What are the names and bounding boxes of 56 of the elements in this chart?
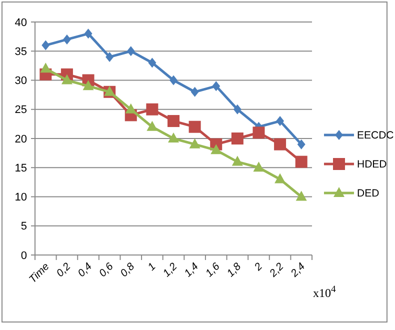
y-tick-label: 40 bbox=[14, 16, 27, 29]
x-tick-label: 1,2 bbox=[160, 260, 180, 280]
point bbox=[146, 103, 158, 116]
point bbox=[40, 62, 52, 73]
point bbox=[168, 132, 179, 142]
point bbox=[106, 52, 114, 62]
point bbox=[125, 103, 136, 114]
point bbox=[42, 40, 50, 50]
legend-label: DED bbox=[357, 188, 380, 200]
point bbox=[295, 156, 308, 168]
point bbox=[170, 75, 178, 86]
y-tick-label: 10 bbox=[14, 192, 27, 204]
point bbox=[212, 81, 220, 92]
x-tick-label: 0,8 bbox=[118, 260, 138, 280]
y-tick-label: 5 bbox=[20, 220, 27, 233]
y-tick-label: 20 bbox=[14, 133, 27, 146]
x-tick-label: 2,4 bbox=[288, 260, 308, 280]
y-tick-label: 25 bbox=[14, 104, 27, 116]
point bbox=[296, 190, 307, 201]
point bbox=[126, 46, 135, 56]
y-tick-label: 15 bbox=[14, 162, 27, 174]
point bbox=[84, 28, 92, 39]
legend-label: EECDC bbox=[357, 130, 394, 142]
point bbox=[146, 120, 158, 131]
y-tick-label: 0 bbox=[20, 250, 27, 262]
point bbox=[188, 120, 201, 133]
point bbox=[62, 34, 71, 44]
point bbox=[210, 144, 222, 154]
point bbox=[231, 132, 244, 144]
point bbox=[274, 173, 286, 184]
point bbox=[232, 156, 243, 166]
point bbox=[297, 139, 306, 150]
point bbox=[233, 104, 242, 114]
point bbox=[252, 126, 265, 139]
legend-label: HDED bbox=[357, 158, 388, 171]
x-tick-label: 1,6 bbox=[203, 260, 222, 280]
x-tick-label: 1 bbox=[146, 260, 158, 274]
point bbox=[61, 74, 72, 84]
y-tick-label: 30 bbox=[14, 75, 27, 88]
x-tick-label: 0,4 bbox=[76, 260, 94, 280]
point bbox=[148, 58, 156, 68]
x-tick-label: 1,8 bbox=[224, 260, 244, 280]
point bbox=[168, 115, 180, 128]
point bbox=[190, 86, 199, 97]
point bbox=[189, 138, 200, 148]
x-tick-label: 2,2 bbox=[266, 260, 286, 280]
x-tick-label: 0,6 bbox=[96, 260, 116, 280]
y-tick-label: 35 bbox=[14, 46, 27, 58]
x-tick-label: 2 bbox=[252, 260, 265, 274]
point bbox=[253, 162, 264, 172]
point bbox=[82, 80, 94, 90]
x-tick-label: 0,2 bbox=[54, 260, 74, 280]
x-tick-label: 1,4 bbox=[182, 260, 202, 280]
text: x10$^{4}$ bbox=[313, 284, 336, 300]
point bbox=[274, 138, 286, 150]
point bbox=[276, 116, 284, 126]
